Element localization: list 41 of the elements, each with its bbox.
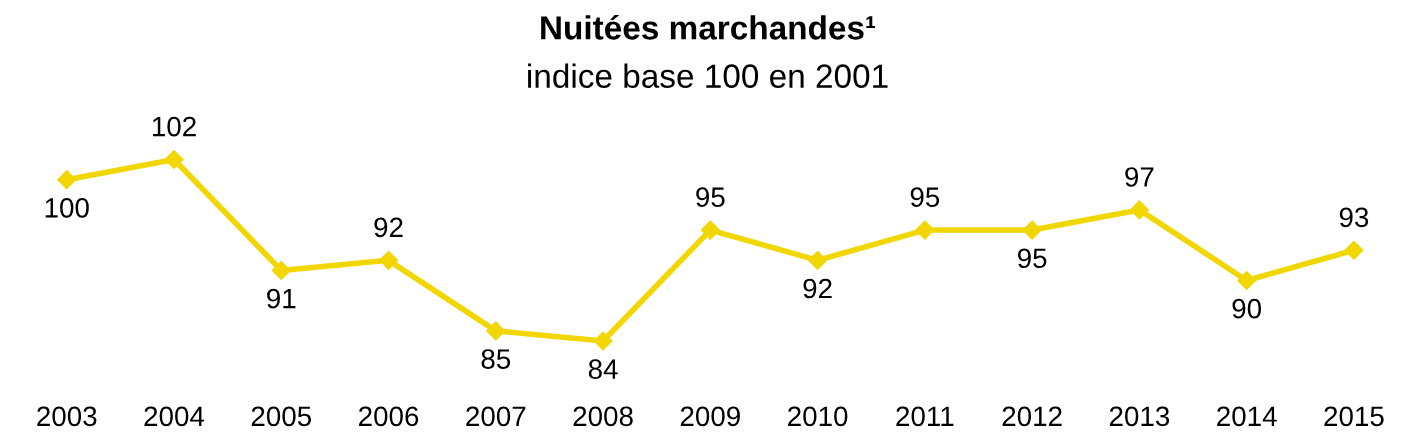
point <box>593 331 613 351</box>
x-tick-label: 2013 <box>1109 406 1170 427</box>
point <box>915 220 935 240</box>
data-label: 100 <box>45 198 89 218</box>
point <box>700 220 720 240</box>
data-label: 92 <box>374 217 403 238</box>
point <box>378 250 399 270</box>
x-tick-label: 2015 <box>1324 406 1384 427</box>
chart-subtitle: indice base 100 en 2001 <box>528 63 888 88</box>
data-label: 95 <box>1017 248 1047 269</box>
x-tick-label: 2011 <box>896 406 954 427</box>
data-label: 92 <box>803 278 832 299</box>
data-label: 102 <box>152 116 196 137</box>
point <box>271 260 291 280</box>
x-tick-label: 2005 <box>251 406 311 427</box>
point <box>1022 220 1042 240</box>
x-tick-label: 2007 <box>466 406 526 427</box>
data-label: 95 <box>696 187 725 207</box>
data-label: 90 <box>1232 298 1262 319</box>
point <box>808 250 828 270</box>
chart-title: Nuitées marchandes¹ <box>541 14 876 40</box>
x-tick-label: 2012 <box>1002 406 1062 427</box>
point <box>164 149 184 170</box>
point <box>486 321 506 341</box>
x-tick-label: 2009 <box>680 406 740 427</box>
data-label: 84 <box>588 359 618 379</box>
point <box>1344 240 1364 260</box>
x-tick-label: 2010 <box>788 406 848 427</box>
data-label: 91 <box>267 288 296 309</box>
point <box>57 170 77 190</box>
point <box>1237 270 1257 291</box>
data-label: 97 <box>1125 167 1154 187</box>
x-tick-label: 2004 <box>144 406 205 427</box>
point <box>1129 200 1149 220</box>
x-tick-label: 2006 <box>359 406 419 427</box>
x-tick-label: 2014 <box>1217 406 1277 427</box>
data-label: 93 <box>1339 207 1369 228</box>
data-label: 95 <box>910 187 940 207</box>
x-tick-label: 2003 <box>37 406 97 427</box>
data-label: 85 <box>481 349 511 369</box>
x-tick-label: 2008 <box>573 406 633 427</box>
